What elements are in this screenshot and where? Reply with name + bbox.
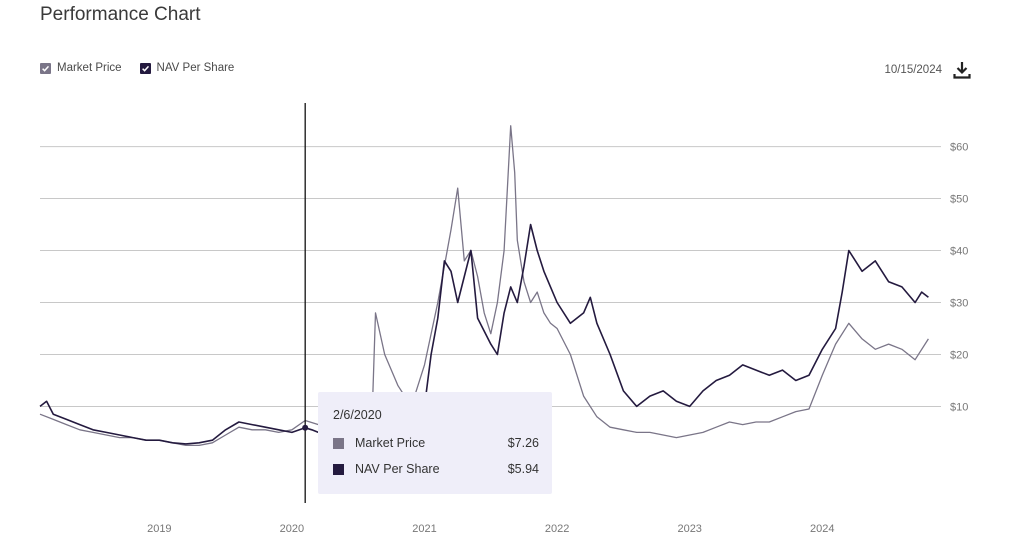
check-icon: [42, 65, 50, 72]
tooltip-label: Market Price: [355, 436, 426, 450]
tooltip-row-market-price: Market Price $7.26: [333, 436, 539, 450]
nav-per-share-swatch: [333, 463, 344, 475]
x-tick-label: 2023: [677, 523, 701, 535]
y-tick-label: $40: [950, 246, 968, 258]
crosshair-point: [302, 424, 309, 431]
x-tick-label: 2021: [412, 523, 436, 535]
legend: Market Price NAV Per Share: [40, 62, 234, 74]
x-tick-label: 2020: [280, 523, 304, 535]
download-button[interactable]: [952, 60, 972, 80]
x-axis-ticks: 2019 2020 2021 2022 2023 2024: [147, 523, 834, 535]
tooltip-value: $5.94: [507, 462, 539, 476]
x-tick-label: 2022: [545, 523, 569, 535]
tooltip-value: $7.26: [507, 436, 539, 450]
gridlines: [40, 146, 941, 407]
legend-item-market-price[interactable]: Market Price: [40, 62, 122, 74]
x-tick-label: 2024: [810, 523, 834, 535]
legend-item-nav-per-share[interactable]: NAV Per Share: [139, 62, 235, 74]
series-lines: [39, 125, 929, 447]
tooltip-row-nav-per-share: NAV Per Share $5.94: [333, 462, 539, 476]
legend-label-market-price: Market Price: [57, 62, 122, 74]
series-line-market-price: [39, 125, 929, 447]
tooltip-label: NAV Per Share: [355, 462, 440, 476]
y-tick-label: $50: [950, 194, 968, 206]
data-tooltip: 2/6/2020 Market Price $7.26 NAV Per Shar…: [318, 392, 552, 494]
nav-per-share-checkbox[interactable]: [139, 62, 151, 74]
tooltip-date: 2/6/2020: [333, 408, 382, 422]
legend-label-nav-per-share: NAV Per Share: [156, 62, 235, 74]
y-tick-label: $60: [950, 142, 968, 154]
y-tick-label: $30: [950, 298, 968, 310]
download-icon: [953, 62, 971, 79]
y-tick-label: $20: [950, 349, 968, 361]
market-price-swatch: [333, 437, 344, 449]
as-of-date: 10/15/2024: [884, 64, 942, 76]
check-icon: [141, 65, 149, 72]
page-title: Performance Chart: [40, 4, 201, 25]
y-tick-label: $10: [950, 401, 968, 413]
x-tick-label: 2019: [147, 523, 171, 535]
series-line-nav-per-share: [39, 223, 929, 445]
y-axis-ticks: $10 $20 $30 $40 $50 $60: [950, 142, 968, 414]
market-price-checkbox[interactable]: [40, 62, 51, 74]
